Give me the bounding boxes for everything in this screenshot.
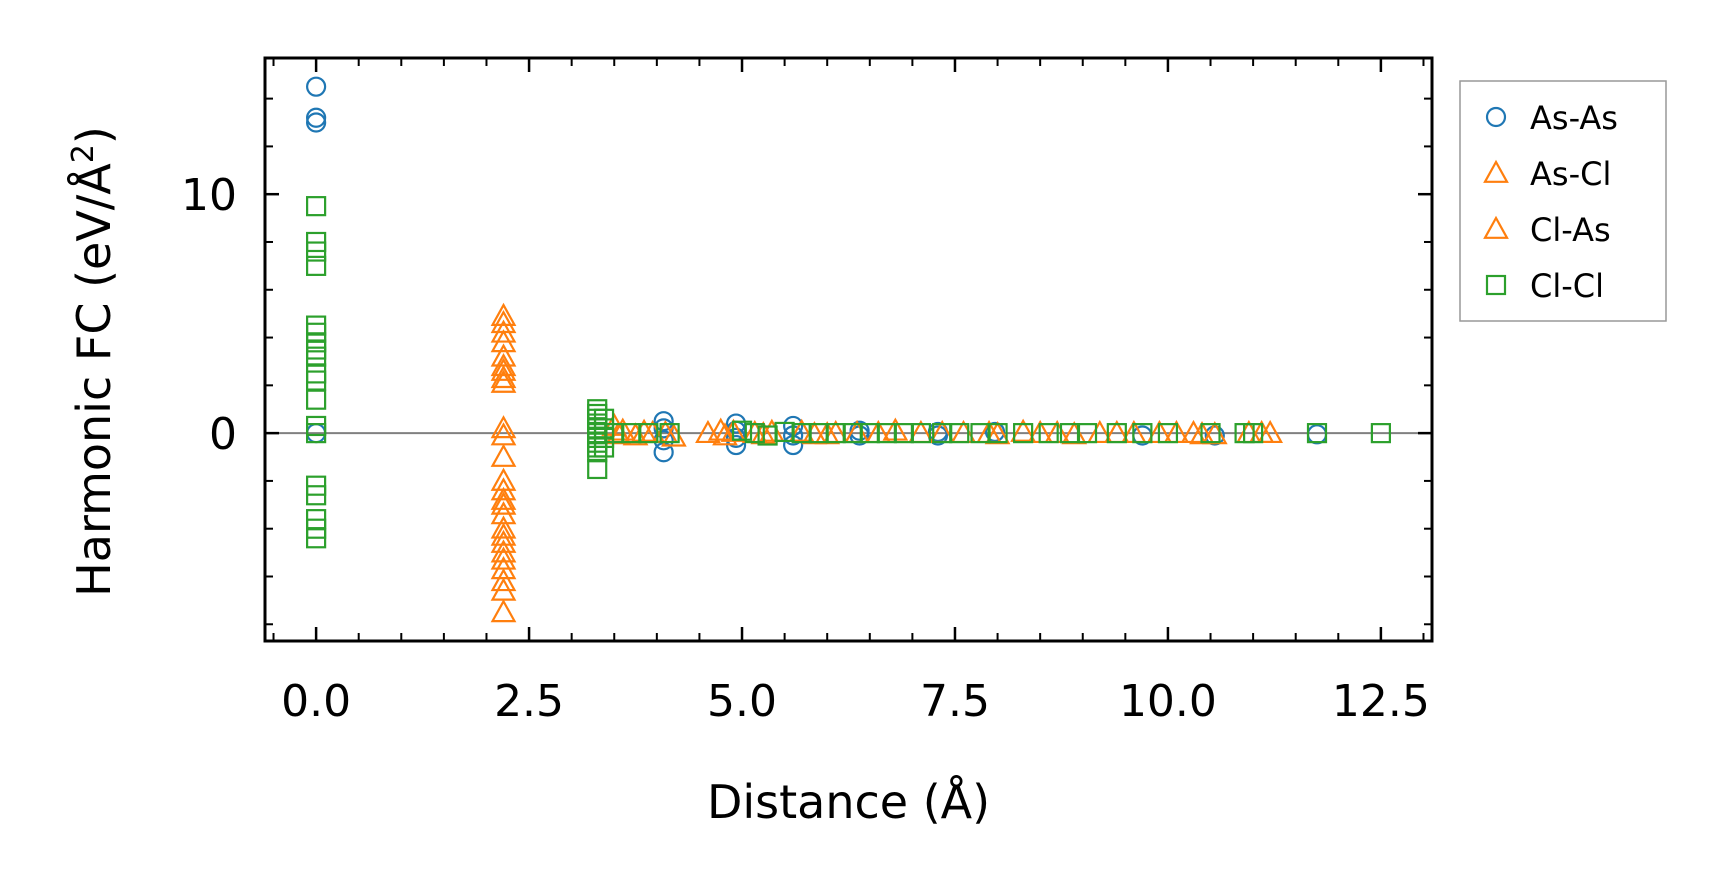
- y-axis-title-end: ): [67, 126, 121, 144]
- legend-box: [1459, 80, 1667, 322]
- data-point-cl-cl: [1243, 423, 1264, 444]
- data-point-as-cl: [490, 491, 517, 515]
- data-point-as-as: [849, 420, 870, 441]
- data-point-cl-cl: [987, 423, 1008, 444]
- data-point-cl-cl: [659, 423, 680, 444]
- data-point-cl-cl: [1106, 423, 1127, 444]
- data-point-as-cl: [490, 486, 517, 510]
- data-point-as-cl: [490, 369, 517, 393]
- y-axis-title-superscript: 2: [66, 144, 101, 163]
- x-tick-label: 10.0: [1119, 676, 1217, 727]
- data-point-cl-cl: [593, 437, 615, 458]
- data-point-cl-cl: [587, 442, 608, 463]
- data-point-cl-cl: [306, 485, 327, 506]
- y-axis-title: Harmonic FC (eV/Å2): [66, 126, 122, 597]
- data-point-cl-cl: [910, 423, 932, 444]
- x-axis-title: Distance (Å): [707, 775, 990, 829]
- data-point-cl-cl: [1157, 423, 1179, 444]
- legend: As-As As-Cl Cl-As Cl-Cl: [1459, 80, 1667, 322]
- x-tick-label: 2.5: [494, 676, 564, 727]
- data-point-cl-cl: [306, 423, 327, 444]
- data-point-as-cl: [707, 417, 734, 441]
- data-point-as-cl: [490, 515, 517, 539]
- data-point-as-cl: [490, 415, 517, 439]
- legend-label: Cl-As: [1530, 211, 1611, 249]
- data-point-cl-cl: [306, 528, 327, 549]
- data-point-cl-as: [788, 418, 815, 442]
- data-point-cl-cl: [1013, 423, 1034, 444]
- data-point-as-cl: [490, 319, 517, 343]
- data-point-cl-cl: [306, 363, 327, 384]
- data-point-cl-cl: [306, 346, 327, 367]
- legend-marker-as-cl: [1483, 159, 1509, 183]
- data-point-as-cl: [1257, 419, 1284, 444]
- data-point-as-cl: [490, 352, 517, 377]
- axes-frame: [263, 56, 1434, 643]
- data-point-cl-cl: [949, 423, 970, 444]
- data-point-as-cl: [1086, 419, 1113, 444]
- data-point-as-as: [1204, 425, 1225, 446]
- data-point-as-cl: [490, 443, 517, 467]
- data-point-cl-cl: [306, 196, 327, 217]
- data-point-cl-cl: [1038, 423, 1059, 444]
- data-point-cl-cl: [587, 458, 608, 480]
- data-point-cl-cl: [638, 423, 659, 444]
- data-point-as-cl: [490, 357, 517, 381]
- data-point-as-cl: [490, 329, 517, 353]
- legend-marker-as-as: [1485, 106, 1507, 128]
- data-point-as-as: [306, 76, 327, 97]
- data-point-cl-cl: [1306, 423, 1328, 444]
- data-point-as-cl: [490, 529, 517, 553]
- data-point-cl-cl: [744, 423, 765, 444]
- y-tick-label: 10: [181, 170, 237, 221]
- data-point-as-cl: [1010, 418, 1036, 442]
- legend-label: Cl-Cl: [1530, 267, 1604, 305]
- data-point-as-cl: [490, 422, 517, 446]
- x-tick-label: 0.0: [281, 676, 351, 727]
- y-axis-title-main: Harmonic FC (eV/Å: [67, 163, 121, 597]
- y-tick-label: 0: [209, 409, 237, 460]
- data-point-as-cl: [490, 302, 517, 326]
- data-point-cl-cl: [1370, 423, 1391, 444]
- data-point-as-cl: [490, 599, 517, 623]
- x-tick-label: 5.0: [707, 676, 777, 727]
- data-point-as-cl: [1180, 419, 1207, 444]
- legend-marker-cl-as: [1483, 215, 1509, 239]
- data-point-as-cl: [490, 568, 517, 592]
- data-point-cl-as: [695, 419, 721, 444]
- data-point-cl-cl: [731, 420, 753, 441]
- data-point-cl-cl: [306, 315, 327, 336]
- x-tick-label: 12.5: [1332, 676, 1430, 727]
- data-point-as-as: [306, 112, 327, 133]
- legend-marker-cl-cl: [1485, 274, 1507, 296]
- data-point-cl-cl: [306, 370, 327, 391]
- data-point-cl-cl: [306, 339, 327, 360]
- data-point-as-cl: [490, 477, 517, 501]
- data-point-as-as: [653, 411, 674, 432]
- data-point-cl-cl: [306, 389, 327, 410]
- data-point-cl-cl: [1132, 423, 1153, 444]
- data-point-as-cl: [490, 539, 517, 563]
- data-point-as-as: [306, 107, 327, 128]
- data-point-cl-cl: [1076, 423, 1098, 444]
- legend-label: As-As: [1530, 99, 1618, 137]
- data-point-as-cl: [490, 522, 517, 546]
- data-point-cl-cl: [306, 255, 327, 276]
- data-point-cl-cl: [1200, 423, 1221, 444]
- data-point-as-cl: [490, 364, 517, 389]
- data-point-as-as: [1306, 424, 1328, 445]
- data-point-as-cl: [712, 422, 738, 446]
- legend-label: As-Cl: [1530, 155, 1611, 193]
- x-tick-label: 7.5: [920, 676, 990, 727]
- data-point-cl-cl: [306, 241, 327, 262]
